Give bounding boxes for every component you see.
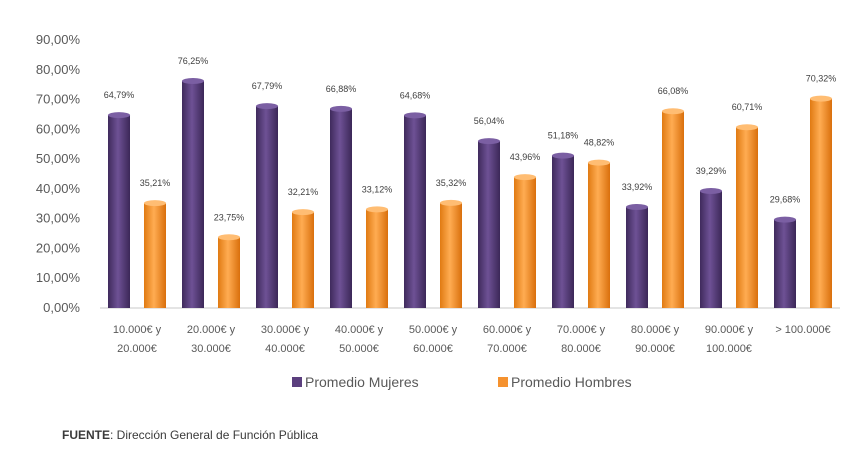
x-category-label: 70.000€ y — [557, 324, 606, 336]
y-tick-label: 50,00% — [36, 151, 81, 166]
data-label: 33,12% — [362, 184, 393, 194]
bar-mujeres — [774, 219, 796, 308]
bar-cap-hombres — [662, 108, 684, 115]
bar-hombres — [736, 127, 758, 308]
data-label: 66,88% — [326, 84, 357, 94]
data-label: 39,29% — [696, 166, 727, 176]
y-tick-label: 30,00% — [36, 211, 81, 226]
data-label: 43,96% — [510, 152, 541, 162]
data-label: 66,08% — [658, 86, 689, 96]
x-category-label: 50.000€ — [339, 343, 379, 355]
data-label: 32,21% — [288, 187, 319, 197]
data-label: 64,79% — [104, 90, 135, 100]
bar-cap-mujeres — [330, 105, 352, 112]
data-label: 51,18% — [548, 131, 579, 141]
bar-hombres — [144, 203, 166, 308]
bar-hombres — [366, 209, 388, 308]
y-tick-label: 60,00% — [36, 121, 81, 136]
y-tick-label: 20,00% — [36, 240, 81, 255]
bar-cap-hombres — [588, 159, 610, 166]
bar-mujeres — [256, 106, 278, 308]
data-label: 29,68% — [770, 195, 801, 205]
data-label: 33,92% — [622, 182, 653, 192]
legend-label: Promedio Hombres — [511, 374, 632, 390]
bar-hombres — [588, 162, 610, 308]
x-category-label: 60.000€ — [413, 343, 453, 355]
y-tick-label: 70,00% — [36, 92, 81, 107]
data-label: 35,32% — [436, 178, 467, 188]
bar-hombres — [218, 237, 240, 308]
legend-label: Promedio Mujeres — [305, 374, 419, 390]
x-category-label: 40.000€ y — [335, 324, 384, 336]
x-category-label: 20.000€ — [117, 343, 157, 355]
data-label: 48,82% — [584, 138, 615, 148]
bar-chart: 0,00% 10,00% 20,00% 30,00% 40,00% 50,00% 60,00… — [36, 32, 840, 390]
bar-cap-mujeres — [774, 216, 796, 223]
y-tick-label: 10,00% — [36, 270, 81, 285]
x-category-label: 30.000€ y — [261, 324, 310, 336]
x-category-label: 80.000€ — [561, 343, 601, 355]
x-category-label: > 100.000€ — [775, 324, 830, 336]
bar-mujeres — [182, 80, 204, 308]
data-label: 23,75% — [214, 212, 245, 222]
bar-hombres — [440, 202, 462, 308]
bar-mujeres — [404, 115, 426, 308]
bar-mujeres — [700, 191, 722, 308]
bar-cap-mujeres — [552, 152, 574, 159]
bar-cap-mujeres — [182, 77, 204, 84]
y-tick-label: 80,00% — [36, 62, 81, 77]
bar-cap-hombres — [144, 200, 166, 207]
bar-mujeres — [108, 115, 130, 308]
x-category-label: 50.000€ y — [409, 324, 458, 336]
source-note: FUENTE: Dirección General de Función Púb… — [62, 428, 318, 442]
x-category-label: 30.000€ — [191, 343, 231, 355]
bar-cap-mujeres — [256, 103, 278, 110]
bar-hombres — [514, 177, 536, 308]
x-category-label: 100.000€ — [706, 343, 752, 355]
bar-cap-mujeres — [700, 188, 722, 195]
data-label: 76,25% — [178, 56, 209, 66]
data-label: 67,79% — [252, 81, 283, 91]
y-tick-label: 90,00% — [36, 32, 81, 47]
bar-mujeres — [626, 206, 648, 308]
bar-mujeres — [552, 155, 574, 308]
x-category-label: 40.000€ — [265, 343, 305, 355]
legend-swatch — [292, 377, 302, 387]
data-label: 56,04% — [474, 116, 505, 126]
x-category-label: 20.000€ y — [187, 324, 236, 336]
y-tick-label: 40,00% — [36, 181, 81, 196]
bar-mujeres — [330, 108, 352, 308]
bar-cap-mujeres — [478, 138, 500, 145]
bar-cap-hombres — [736, 124, 758, 131]
x-category-label: 60.000€ y — [483, 324, 532, 336]
x-category-label: 90.000€ — [635, 343, 675, 355]
x-category-label: 10.000€ y — [113, 324, 162, 336]
bar-hombres — [292, 212, 314, 308]
data-label: 70,32% — [806, 74, 837, 84]
bar-cap-mujeres — [108, 112, 130, 119]
y-tick-label: 0,00% — [43, 300, 80, 315]
bar-cap-mujeres — [626, 203, 648, 210]
x-category-label: 70.000€ — [487, 343, 527, 355]
bar-hombres — [810, 98, 832, 309]
bar-cap-hombres — [292, 209, 314, 216]
bar-mujeres — [478, 141, 500, 308]
bar-cap-hombres — [514, 174, 536, 181]
source-text: : Dirección General de Función Pública — [110, 428, 319, 442]
bar-cap-hombres — [440, 199, 462, 206]
source-label: FUENTE — [62, 428, 110, 442]
data-label: 64,68% — [400, 90, 431, 100]
bar-cap-hombres — [810, 95, 832, 102]
data-label: 60,71% — [732, 102, 763, 112]
data-label: 35,21% — [140, 178, 171, 188]
x-category-label: 80.000€ y — [631, 324, 680, 336]
x-category-label: 90.000€ y — [705, 324, 754, 336]
bar-hombres — [662, 111, 684, 308]
bar-cap-hombres — [218, 234, 240, 241]
bar-cap-mujeres — [404, 112, 426, 119]
bar-cap-hombres — [366, 206, 388, 213]
legend-swatch — [498, 377, 508, 387]
